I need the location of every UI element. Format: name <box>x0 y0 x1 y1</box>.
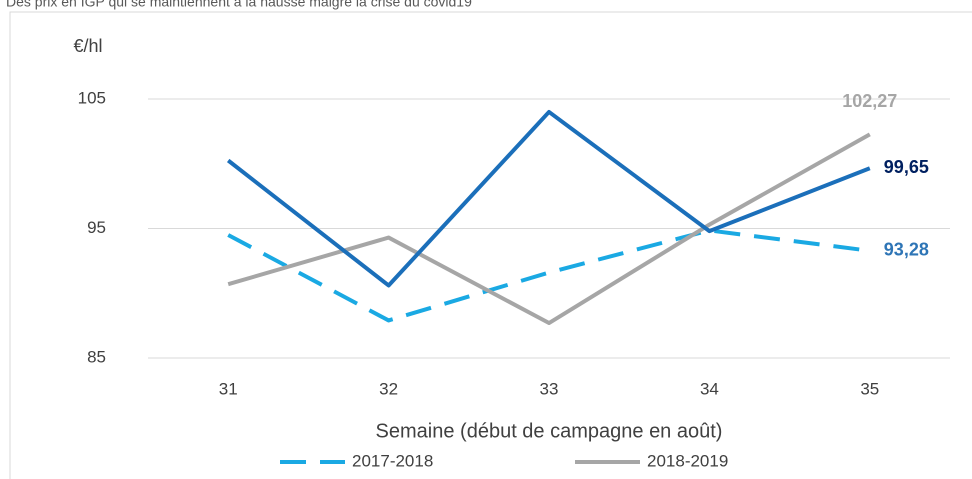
y-axis-label: €/hl <box>73 36 102 56</box>
y-tick-label: 105 <box>78 88 106 107</box>
legend-label: 2018-2019 <box>647 451 728 470</box>
x-tick-label: 35 <box>860 379 879 398</box>
series-line <box>227 132 871 326</box>
chart-frame <box>9 11 972 479</box>
data-label: 102,27 <box>842 91 897 111</box>
y-tick-label: 85 <box>87 347 106 366</box>
x-tick-label: 32 <box>379 379 398 398</box>
y-tick-label: 95 <box>87 218 106 237</box>
series-line <box>227 228 871 323</box>
chart-title: Des prix en IGP qui se maintiennent à la… <box>6 0 472 10</box>
legend-label: 2017-2018 <box>352 451 433 470</box>
data-label: 93,28 <box>884 240 929 260</box>
x-tick-label: 33 <box>540 379 559 398</box>
x-tick-label: 31 <box>219 379 238 398</box>
series-line <box>226 109 871 288</box>
x-tick-label: 34 <box>700 379 719 398</box>
x-axis-label: Semaine (début de campagne en août) <box>376 420 723 442</box>
data-label: 99,65 <box>884 157 929 177</box>
